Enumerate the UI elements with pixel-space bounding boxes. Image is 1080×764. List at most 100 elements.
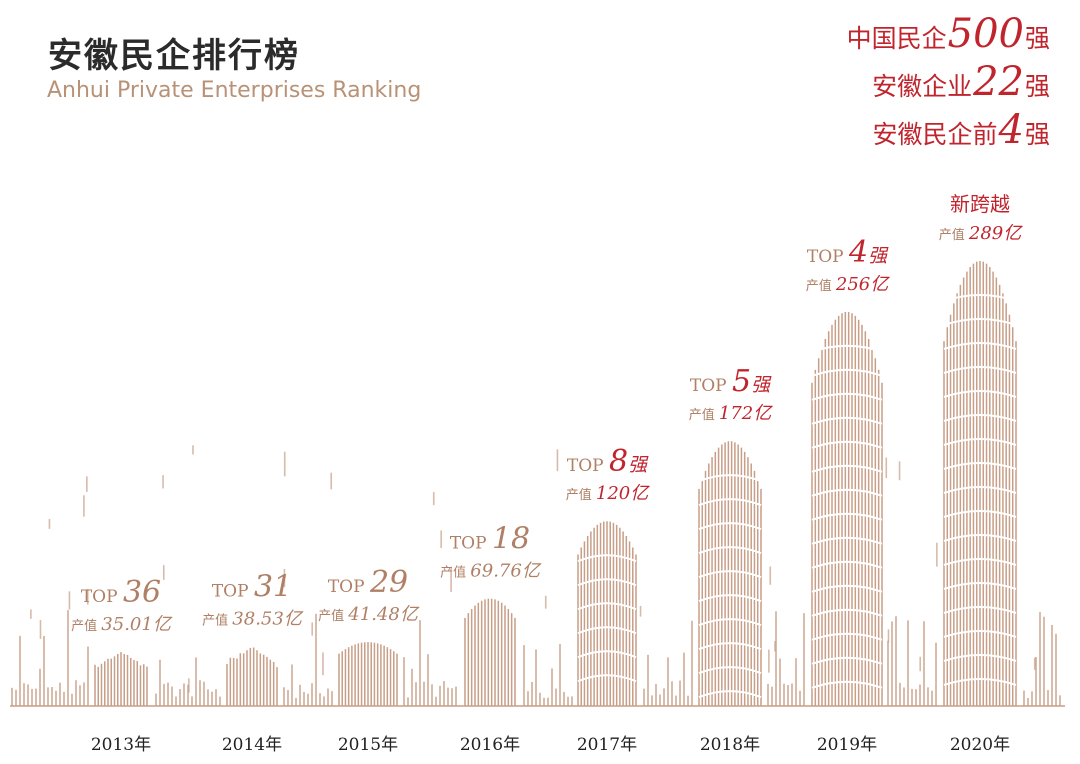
x-tick-label: 2013年 [91, 735, 151, 755]
bar-floor-band [577, 674, 637, 683]
page-subtitle: Anhui Private Enterprises Ranking [47, 78, 422, 103]
bar-floor-band [943, 606, 1017, 614]
badge-number: 4 [998, 107, 1024, 153]
bar-floor-band [577, 578, 637, 587]
bar-floor-band [943, 294, 1017, 302]
bar-2018年 [698, 441, 762, 706]
value-label: 产值 172亿 [689, 403, 773, 424]
badge-line: 安徽民企前4强 [847, 106, 1050, 154]
value-label: 产值 289亿 [939, 223, 1023, 244]
bar-floor-band [698, 666, 762, 675]
bar-floor-band [698, 594, 762, 603]
page-title: 安徽民企排行榜 [48, 36, 300, 76]
badge-number: 22 [973, 59, 1024, 105]
rank-label: TOP 36 [81, 575, 161, 610]
bar-floor-band [577, 554, 637, 563]
bar-label-group: 产值 38.53亿 TOP 31 [202, 570, 304, 630]
bar-2014年 [226, 647, 278, 706]
rank-top-text: TOP [450, 534, 492, 554]
bar-floor-band [698, 690, 762, 699]
badge-line: 安徽企业22强 [847, 58, 1050, 106]
bar-floor-band [698, 570, 762, 579]
bar-label-group: 产值 69.76亿 TOP 18 [440, 522, 542, 582]
rank-label: TOP 31 [212, 570, 292, 605]
bar-floor-band [698, 474, 762, 483]
bar-floor-band [943, 486, 1017, 494]
bar-floor-band [811, 560, 883, 569]
rank-number: 29 [369, 565, 408, 600]
value-label: 产值 69.76亿 [440, 561, 542, 582]
rank-label: TOP 5强 [690, 364, 772, 399]
rank-suffix: 强 [751, 374, 772, 396]
bar-floor-band [698, 618, 762, 627]
rank-text: 新跨越 [950, 192, 1010, 216]
value-number: 35.01亿 [101, 614, 173, 635]
bar-floor-band [811, 680, 883, 689]
badge-prefix: 中国民企 [846, 24, 947, 53]
bar-floor-band [811, 608, 883, 617]
badge-prefix: 安徽民企前 [872, 120, 998, 149]
bar-floor-band [811, 440, 883, 449]
bar-label-group: 产值 256亿 TOP 4强 [806, 235, 890, 295]
value-prefix: 产值 [202, 613, 232, 629]
rank-label: TOP 8强 [567, 444, 649, 479]
bar-floor-band [943, 318, 1017, 326]
bar-2017年 [577, 521, 637, 706]
bar-floor-band [698, 642, 762, 651]
rank-number: 5 [732, 364, 751, 399]
rank-top-text: TOP [807, 247, 849, 267]
value-number: 172亿 [719, 403, 773, 424]
bar-floor-band [811, 392, 883, 401]
bar-floor-band [943, 558, 1017, 566]
badge-prefix: 安徽企业 [872, 72, 973, 101]
x-tick-label: 2017年 [577, 735, 637, 755]
bar-floor-band [943, 414, 1017, 422]
rank-number: 31 [254, 570, 292, 605]
rank-label: 新跨越 [950, 192, 1010, 216]
x-tick-label: 2016年 [460, 735, 520, 755]
bar-floor-band [943, 654, 1017, 662]
x-tick-label: 2020年 [950, 735, 1010, 755]
rank-top-text: TOP [81, 587, 123, 607]
bar-floor-band [577, 626, 637, 635]
bar-floor-band [943, 630, 1017, 638]
bar-floor-band [943, 390, 1017, 398]
value-prefix: 产值 [71, 618, 101, 634]
value-label: 产值 38.53亿 [202, 609, 304, 630]
badge-line: 中国民企500强 [847, 10, 1050, 58]
rank-number: 36 [123, 575, 161, 610]
bar-label-group: 产值 120亿 TOP 8强 [566, 444, 650, 504]
achievement-badges: 中国民企500强 安徽企业22强 安徽民企前4强 [847, 10, 1050, 154]
bar-floor-band [943, 534, 1017, 542]
rank-number: 18 [492, 522, 530, 557]
bar-floor-band [943, 582, 1017, 590]
bar-floor-band [698, 522, 762, 531]
bar-floor-band [698, 546, 762, 555]
value-label: 产值 256亿 [806, 274, 890, 295]
value-label: 产值 120亿 [566, 483, 650, 504]
value-prefix: 产值 [318, 608, 348, 624]
bar-label-group: 产值 172亿 TOP 5强 [689, 364, 773, 424]
bar-floor-band [943, 678, 1017, 686]
x-tick-label: 2019年 [817, 735, 877, 755]
badge-suffix: 强 [1024, 120, 1050, 149]
bar-floor-band [943, 438, 1017, 446]
bar-floor-band [811, 656, 883, 665]
value-prefix: 产值 [689, 407, 719, 423]
value-number: 289亿 [968, 223, 1023, 244]
bar-floor-band [943, 366, 1017, 374]
value-prefix: 产值 [440, 565, 470, 581]
bar-floor-band [577, 650, 637, 659]
rank-number: 4 [848, 235, 868, 270]
rank-number: 8 [609, 444, 628, 479]
bar-label-group: 产值 35.01亿 TOP 36 [71, 575, 173, 635]
value-prefix: 产值 [566, 487, 596, 503]
badge-suffix: 强 [1024, 72, 1050, 101]
value-label: 产值 41.48亿 [318, 604, 420, 625]
rank-suffix: 强 [628, 454, 649, 476]
bar-2020年 [943, 261, 1017, 706]
bar-floor-band [811, 464, 883, 473]
skyline-decoration [11, 445, 1061, 706]
